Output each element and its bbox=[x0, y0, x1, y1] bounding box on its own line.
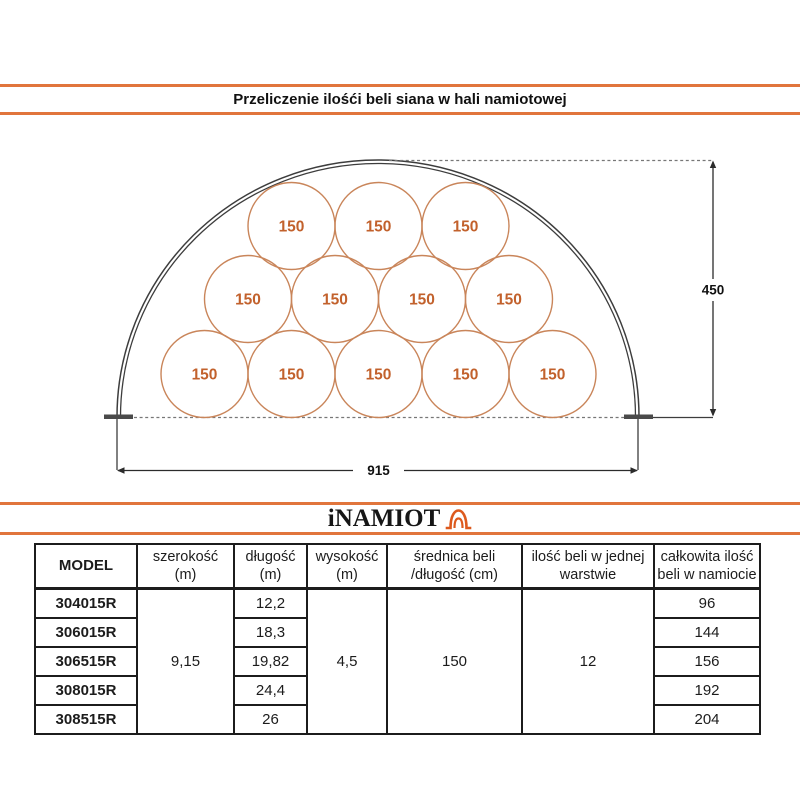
calkowita-cell: 144 bbox=[653, 617, 761, 648]
logo-bar: iNAMIOT bbox=[0, 502, 800, 535]
col-header-calkowita: całkowita ilość beli w namiocie bbox=[653, 543, 761, 590]
bale-label: 150 bbox=[366, 367, 392, 384]
width-dim-label: 915 bbox=[367, 463, 390, 478]
bale-row-top bbox=[247, 181, 510, 271]
logo-text: iNAMIOT bbox=[327, 505, 441, 532]
dlugosc-cell: 18,3 bbox=[233, 617, 308, 648]
srednica-cell: 150 bbox=[386, 587, 523, 735]
arrow-up-icon bbox=[709, 160, 717, 168]
arrow-right-icon bbox=[630, 467, 638, 474]
table-row: 304015R 9,15 12,2 4,5 150 12 96 bbox=[34, 587, 761, 735]
col-header-szerokosc: szerokość (m) bbox=[136, 543, 235, 590]
col-header-wysokosc: wysokość (m) bbox=[306, 543, 388, 590]
page-title: Przeliczenie ilośći beli siana w hali na… bbox=[233, 91, 567, 108]
bale-label: 150 bbox=[192, 367, 218, 384]
title-bar: Przeliczenie ilośći beli siana w hali na… bbox=[0, 84, 800, 115]
table-row: 308515R 26 204 bbox=[34, 704, 761, 735]
bale-label: 150 bbox=[409, 292, 435, 309]
col-header-ilosc-warstwa: ilość beli w jednej warstwie bbox=[521, 543, 655, 590]
szerokosc-cell: 9,15 bbox=[136, 587, 235, 735]
wysokosc-cell: 4,5 bbox=[306, 587, 388, 735]
spec-table: MODEL szerokość (m) długość (m) wysokość (m… bbox=[34, 543, 761, 735]
bale-row-middle bbox=[203, 254, 554, 344]
bale-label: 150 bbox=[235, 292, 261, 309]
bale-label: 150 bbox=[540, 367, 566, 384]
model-cell: 308015R bbox=[34, 675, 138, 706]
model-cell: 306015R bbox=[34, 617, 138, 648]
left-foot bbox=[104, 414, 133, 419]
dlugosc-cell: 19,82 bbox=[233, 646, 308, 677]
tent-arch-icon bbox=[445, 508, 472, 529]
bale-labels: 150 150 150 150 150 150 150 150 150 150 … bbox=[192, 219, 566, 384]
table-row: 306015R 18,3 144 bbox=[34, 617, 761, 648]
height-dim-label: 450 bbox=[702, 283, 725, 298]
bale-circle bbox=[508, 329, 597, 419]
model-cell: 306515R bbox=[34, 646, 138, 677]
table-row: 306515R 19,82 156 bbox=[34, 646, 761, 677]
ilosc-warstwa-cell: 12 bbox=[521, 587, 655, 735]
bale-label: 150 bbox=[496, 292, 522, 309]
calkowita-cell: 156 bbox=[653, 646, 761, 677]
right-foot bbox=[624, 414, 653, 419]
dlugosc-cell: 26 bbox=[233, 704, 308, 735]
calkowita-cell: 204 bbox=[653, 704, 761, 735]
bale-label: 150 bbox=[279, 219, 305, 236]
arrow-down-icon bbox=[709, 409, 717, 417]
model-cell: 304015R bbox=[34, 587, 138, 619]
bale-label: 150 bbox=[366, 219, 392, 236]
bale-label: 150 bbox=[453, 219, 479, 236]
table-row: 308015R 24,4 192 bbox=[34, 675, 761, 706]
tent-arch bbox=[116, 159, 640, 418]
bale-circle bbox=[421, 181, 510, 271]
col-header-dlugosc: długość (m) bbox=[233, 543, 308, 590]
arrow-left-icon bbox=[117, 467, 125, 474]
dlugosc-cell: 24,4 bbox=[233, 675, 308, 706]
col-header-model: MODEL bbox=[34, 543, 138, 590]
model-cell: 308515R bbox=[34, 704, 138, 735]
bale-row-bottom bbox=[160, 329, 597, 419]
dlugosc-cell: 12,2 bbox=[233, 587, 308, 619]
col-header-srednica: średnica beli/długość (cm) bbox=[386, 543, 523, 590]
bale-label: 150 bbox=[322, 292, 348, 309]
bale-label: 150 bbox=[279, 367, 305, 384]
bale-label: 150 bbox=[453, 367, 479, 384]
calkowita-cell: 96 bbox=[653, 587, 761, 619]
calkowita-cell: 192 bbox=[653, 675, 761, 706]
table-header-row: MODEL szerokość (m) długość (m) wysokość (m… bbox=[34, 543, 761, 590]
bale-circle bbox=[464, 254, 554, 344]
